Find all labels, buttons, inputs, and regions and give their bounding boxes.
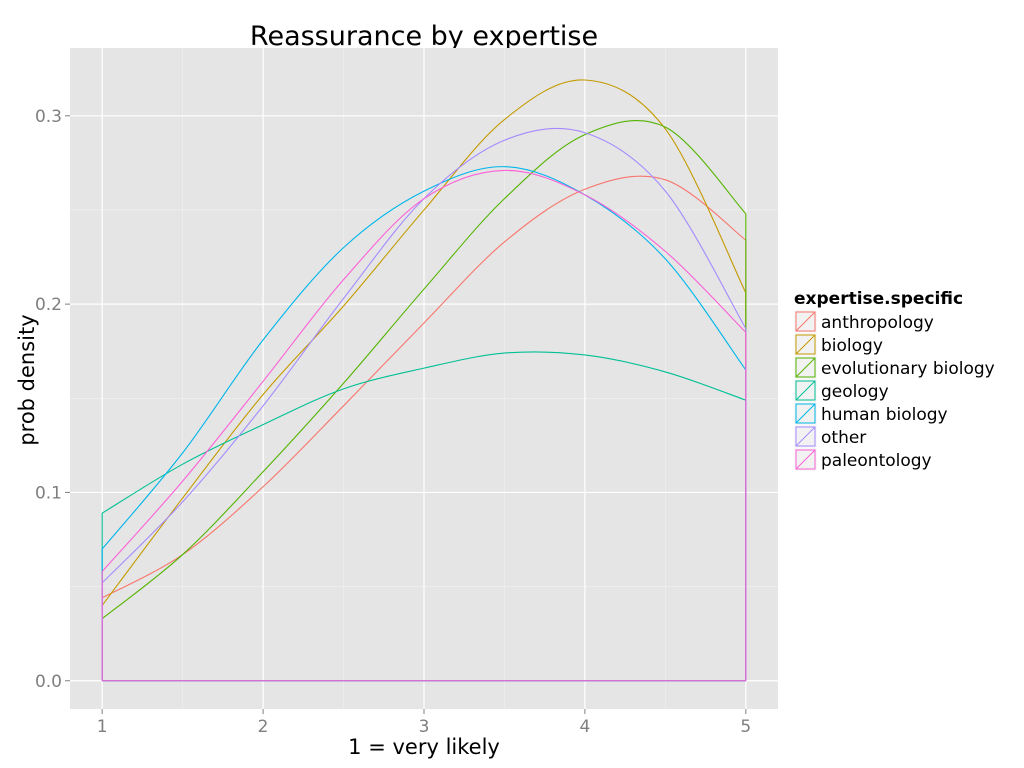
grid-major — [70, 48, 778, 709]
x-tick-label: 1 — [97, 717, 108, 737]
legend-items: anthropology biology evolutionary biology g… — [793, 309, 995, 472]
legend-title: expertise.specific — [794, 289, 963, 309]
density-curve — [101, 120, 747, 620]
y-tick-label: 0.0 — [35, 672, 62, 692]
x-tick-label: 4 — [579, 717, 590, 737]
legend-label: geology — [821, 382, 889, 402]
density-curve — [101, 175, 747, 599]
y-tick-label: 0.1 — [35, 483, 62, 503]
density-curve — [101, 169, 747, 572]
series-layer — [101, 79, 747, 682]
legend-item: geology — [793, 378, 889, 403]
legend-item: human biology — [793, 401, 948, 426]
series-paleontology — [101, 169, 747, 682]
x-axis: 1 2 3 4 5 — [97, 709, 751, 737]
legend-item: anthropology — [793, 309, 934, 334]
legend-key-line — [795, 380, 816, 401]
legend-key-outline — [795, 426, 816, 447]
legend-label: biology — [821, 336, 883, 356]
x-tick-label: 5 — [740, 717, 751, 737]
legend-label: human biology — [821, 405, 948, 425]
y-tick-label: 0.2 — [35, 295, 62, 315]
y-axis: 0.0 0.1 0.2 0.3 — [35, 107, 70, 692]
legend-label: other — [821, 428, 866, 448]
legend-key-line — [795, 311, 816, 332]
legend-item: paleontology — [793, 447, 932, 472]
legend-key-line — [795, 403, 816, 424]
legend-label: anthropology — [821, 313, 934, 333]
legend-item: biology — [793, 332, 883, 357]
legend-key-outline — [795, 357, 816, 378]
density-curve — [101, 351, 747, 514]
legend-key-outline — [795, 334, 816, 355]
legend: expertise.specific anthropology biology ev… — [793, 289, 995, 472]
legend-item: evolutionary biology — [793, 355, 995, 380]
y-tick-label: 0.3 — [35, 107, 62, 127]
x-tick-label: 2 — [258, 717, 269, 737]
x-axis-label: 1 = very likely — [348, 735, 500, 759]
legend-key-line — [795, 357, 816, 378]
x-tick-label: 3 — [419, 717, 430, 737]
legend-key-outline — [795, 403, 816, 424]
legend-key-outline — [795, 380, 816, 401]
legend-label: paleontology — [821, 451, 932, 471]
y-axis-label: prob density — [15, 314, 39, 445]
density-curve — [101, 166, 747, 550]
legend-label: evolutionary biology — [821, 359, 995, 379]
legend-item: other — [793, 424, 866, 449]
legend-key-line — [795, 426, 816, 447]
chart-title: Reassurance by expertise — [250, 21, 598, 52]
legend-key-line — [795, 334, 816, 355]
density-curve — [101, 79, 747, 606]
legend-key-outline — [795, 311, 816, 332]
legend-key-outline — [795, 449, 816, 470]
legend-key-line — [795, 449, 816, 470]
